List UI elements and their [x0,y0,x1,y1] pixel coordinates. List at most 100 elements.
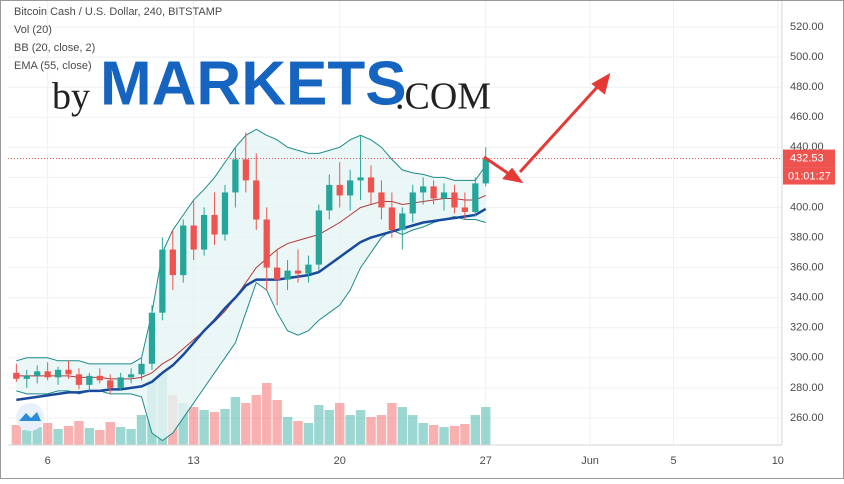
logo-shape [19,412,41,421]
x-tick-label: 5 [670,455,676,467]
volume-bar [324,410,334,445]
y-tick-label: 320.00 [790,322,824,334]
volume-bar [262,383,272,445]
x-tick-label: 10 [772,455,784,467]
y-tick-label: 340.00 [790,292,824,304]
x-tick-label: Jun [581,455,599,467]
candle-body [284,270,291,280]
y-tick-label: 400.00 [790,201,824,213]
volume-bar [199,410,209,445]
candle-body [242,159,249,181]
volume-bar [220,409,230,445]
candle-body [148,312,156,364]
y-tick-label: 360.00 [790,262,824,274]
volume-bar [53,429,63,445]
candle-body [305,264,312,274]
volume-bar [74,421,84,445]
price-label: 432.53 [790,152,824,164]
y-tick-label: 460.00 [790,111,824,123]
candle-body [107,380,114,388]
candle-body [294,270,302,274]
candle-body [399,213,406,231]
volume-bar [293,421,303,445]
candle-body [461,207,469,212]
candle-body [440,192,448,199]
volume-bar [95,430,105,445]
volume-bar [355,410,366,445]
candle-body [34,371,41,376]
tv-logo [16,403,44,431]
watermark-com: .COM [395,76,491,118]
candle-body [44,371,51,378]
candle-body [326,184,333,211]
y-tick-label: 480.00 [790,81,824,93]
indicator-label: BB (20, close, 2) [14,42,95,54]
candle-body [75,374,83,385]
bb-upper [16,128,487,365]
candle-body [23,375,30,379]
volume-bar [136,415,147,445]
ema-line [16,207,487,402]
candle-body [169,249,176,276]
volume-bar [428,425,439,445]
candle-body [472,183,479,212]
candle-body [336,184,343,196]
candle-body [273,267,281,280]
candle-body [211,214,218,235]
volume-bar [272,400,282,445]
candle-body [127,374,135,378]
indicator-label: Vol (20) [14,24,52,36]
volume-bar [345,415,355,445]
legend: Bitcoin Cash / U.S. Dollar, 240, BITSTAM… [14,6,222,72]
y-tick-label: 380.00 [790,231,824,243]
volume-bar [397,407,407,445]
volume-bar [303,423,314,445]
y-tick-label: 260.00 [790,412,824,424]
volume-bar [126,429,136,445]
indicators [16,128,487,442]
candle-body [367,177,375,193]
candle-body [409,192,416,214]
volume-bar [439,427,449,445]
volume-bar [11,425,22,445]
y-tick-label: 300.00 [790,352,824,364]
x-tick-label: 27 [480,455,492,467]
arrow-up [518,82,602,174]
candle-body [388,207,395,231]
countdown-bg [783,167,835,185]
arrows [483,72,611,184]
candle-body [117,377,124,388]
volume-bar [335,403,345,445]
volume-bar [376,415,387,445]
candle-body [347,180,354,196]
candle-body [190,225,197,250]
volume-bar [22,430,32,445]
x-tick-label: 6 [45,455,51,467]
volume-bar [105,422,115,445]
countdown: 01:01:27 [788,170,831,182]
volume-bar [470,415,481,445]
arrow-head [502,167,524,184]
y-tick-label: 520.00 [790,21,824,33]
volume-bar [387,403,397,445]
candle-body [378,192,385,208]
candle-body [221,192,229,235]
watermark-by: by [52,76,90,118]
price-label-bg [783,149,835,168]
y-tick-label: 500.00 [790,51,824,63]
candle-body [159,249,166,313]
volume-bar [42,423,53,445]
volume-bar [408,415,418,445]
volume-bar [63,426,74,445]
candle-body [357,177,364,181]
candle-body [232,159,239,193]
volume-bar [481,407,491,445]
volume-bar [241,403,251,445]
candle-body [180,225,187,276]
candle-body [420,186,427,193]
candle-body [65,369,72,375]
candle-body [315,210,322,265]
volume-bar [366,417,376,445]
